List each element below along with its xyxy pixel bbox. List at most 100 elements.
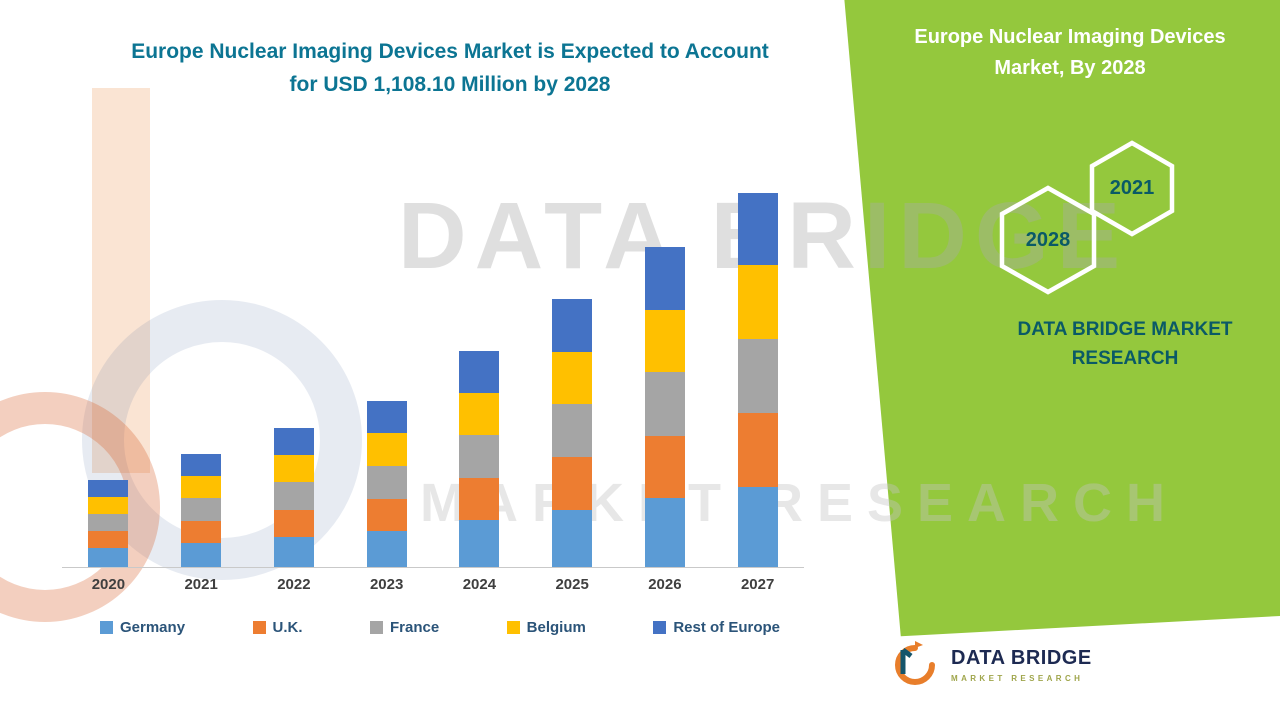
bar-stack [273, 427, 314, 567]
hexagon-outline-icon [1089, 140, 1175, 237]
side-panel-title-line1: Europe Nuclear Imaging Devices [914, 26, 1226, 48]
bar-segment-belgium [737, 265, 778, 339]
hexagon-year-label: 2028 [1025, 228, 1071, 251]
x-tick-label: 2026 [648, 576, 682, 593]
legend-label: Germany [120, 619, 186, 636]
bar-segment-france [366, 465, 407, 499]
bar-segment-u-k [552, 457, 593, 510]
bar-segment-rest-of-europe [366, 401, 407, 434]
bar-segment-germany [366, 531, 407, 567]
bar-stack [181, 454, 222, 567]
bar-column-2026 [619, 158, 712, 567]
legend-label: U.K. [272, 619, 303, 636]
footer-logo-subtitle: MARKET RESEARCH [951, 674, 1084, 683]
bar-segment-france [181, 498, 222, 521]
page-title-line1: Europe Nuclear Imaging Devices Market is… [131, 40, 769, 63]
watermark-text-secondary: MARKET RESEARCH [420, 473, 1180, 533]
legend-item-france: France [369, 619, 440, 636]
bar-column-2027 [711, 158, 804, 567]
bar-segment-rest-of-europe [88, 479, 129, 497]
bar-segment-u-k [366, 498, 407, 532]
bar-stack [459, 350, 500, 567]
x-axis-labels: 2020 2021 2022 2023 2024 2025 2026 2027 [62, 576, 804, 593]
data-bridge-logo-icon [895, 641, 935, 685]
bar-segment-germany [644, 498, 685, 567]
legend-item-belgium: Belgium [506, 619, 586, 636]
side-panel-brand-line2: RESEARCH [1071, 348, 1179, 370]
bar-segment-rest-of-europe [552, 299, 593, 352]
bar-segment-belgium [644, 309, 685, 373]
bar-segment-u-k [644, 436, 685, 499]
bar-segment-u-k [459, 478, 500, 521]
page-title-line2: for USD 1,108.10 Million by 2028 [289, 72, 611, 96]
x-tick-label: 2025 [555, 576, 589, 593]
bar-segment-france [552, 403, 593, 458]
x-tick-label: 2022 [277, 576, 311, 593]
x-tick-label: 2024 [462, 576, 497, 593]
bar-segment-u-k [737, 413, 778, 487]
bar-column-2021 [155, 158, 248, 567]
x-tick-label: 2021 [184, 576, 218, 593]
bar-segment-germany [181, 542, 222, 567]
x-tick-label: 2027 [740, 576, 775, 593]
bar-segment-france [459, 435, 500, 479]
legend-swatch-icon [100, 621, 113, 634]
bar-segment-rest-of-europe [644, 247, 685, 310]
bar-segment-france [737, 338, 778, 414]
bar-segment-belgium [366, 433, 407, 466]
page-title: Europe Nuclear Imaging Devices Market is… [70, 36, 830, 101]
bar-segment-rest-of-europe [181, 454, 222, 477]
bar-segment-germany [459, 520, 500, 567]
bar-column-2023 [340, 158, 433, 567]
bar-segment-germany [552, 509, 593, 567]
legend-item-germany: Germany [100, 619, 185, 636]
legend: Germany U.K. France Belgium Rest of Europe [100, 619, 780, 636]
side-panel-brand: DATA BRIDGE MARKET RESEARCH [980, 315, 1270, 374]
bar-column-2025 [526, 158, 619, 567]
bar-segment-belgium [273, 454, 314, 483]
footer-logo-text: DATA BRIDGE MARKET RESEARCH [951, 647, 1092, 683]
bar-stack [366, 401, 407, 567]
bar-segment-belgium [181, 476, 222, 499]
legend-label: Belgium [526, 619, 586, 636]
side-panel-title: Europe Nuclear Imaging Devices Market, B… [900, 22, 1240, 84]
plot-area [62, 158, 804, 568]
legend-swatch-icon [252, 621, 266, 634]
legend-label: France [389, 619, 440, 636]
bar-segment-u-k [181, 520, 222, 543]
legend-swatch-icon [653, 621, 667, 634]
bar-column-2024 [433, 158, 526, 567]
bar-segment-france [644, 372, 685, 437]
bar-segment-belgium [552, 351, 593, 404]
legend-swatch-icon [506, 621, 520, 634]
bar-stack [737, 192, 778, 567]
side-panel-title-line2: Market, By 2028 [994, 57, 1146, 79]
legend-item-u-k: U.K. [252, 619, 303, 636]
bar-column-2020 [62, 158, 155, 567]
bar-segment-belgium [88, 496, 129, 514]
hexagon-2028: 2028 [998, 185, 1098, 295]
bar-segment-belgium [459, 393, 500, 436]
bar-segment-u-k [273, 510, 314, 538]
legend-label: Rest of Europe [673, 619, 780, 636]
bar-segment-france [273, 482, 314, 511]
bar-segment-germany [273, 537, 314, 567]
side-panel-brand-line1: DATA BRIDGE MARKET [1017, 319, 1233, 340]
footer-logo: DATA BRIDGE MARKET RESEARCH [890, 640, 1092, 690]
bar-segment-rest-of-europe [273, 427, 314, 455]
bar-segment-germany [737, 486, 778, 567]
x-tick-label: 2020 [91, 576, 126, 593]
footer-logo-name: DATA BRIDGE [951, 647, 1092, 669]
bar-stack [88, 479, 129, 567]
bar-segment-rest-of-europe [459, 350, 500, 394]
bar-stack [644, 247, 685, 567]
hexagon-2021: 2021 [1088, 140, 1176, 237]
legend-item-rest-of-europe: Rest of Europe [653, 619, 780, 636]
bar-stack [552, 299, 593, 567]
bar-column-2022 [248, 158, 341, 567]
x-tick-label: 2023 [369, 576, 404, 593]
hexagon-year-label: 2021 [1109, 177, 1155, 199]
bar-segment-u-k [88, 531, 129, 549]
bar-segment-germany [88, 548, 129, 567]
